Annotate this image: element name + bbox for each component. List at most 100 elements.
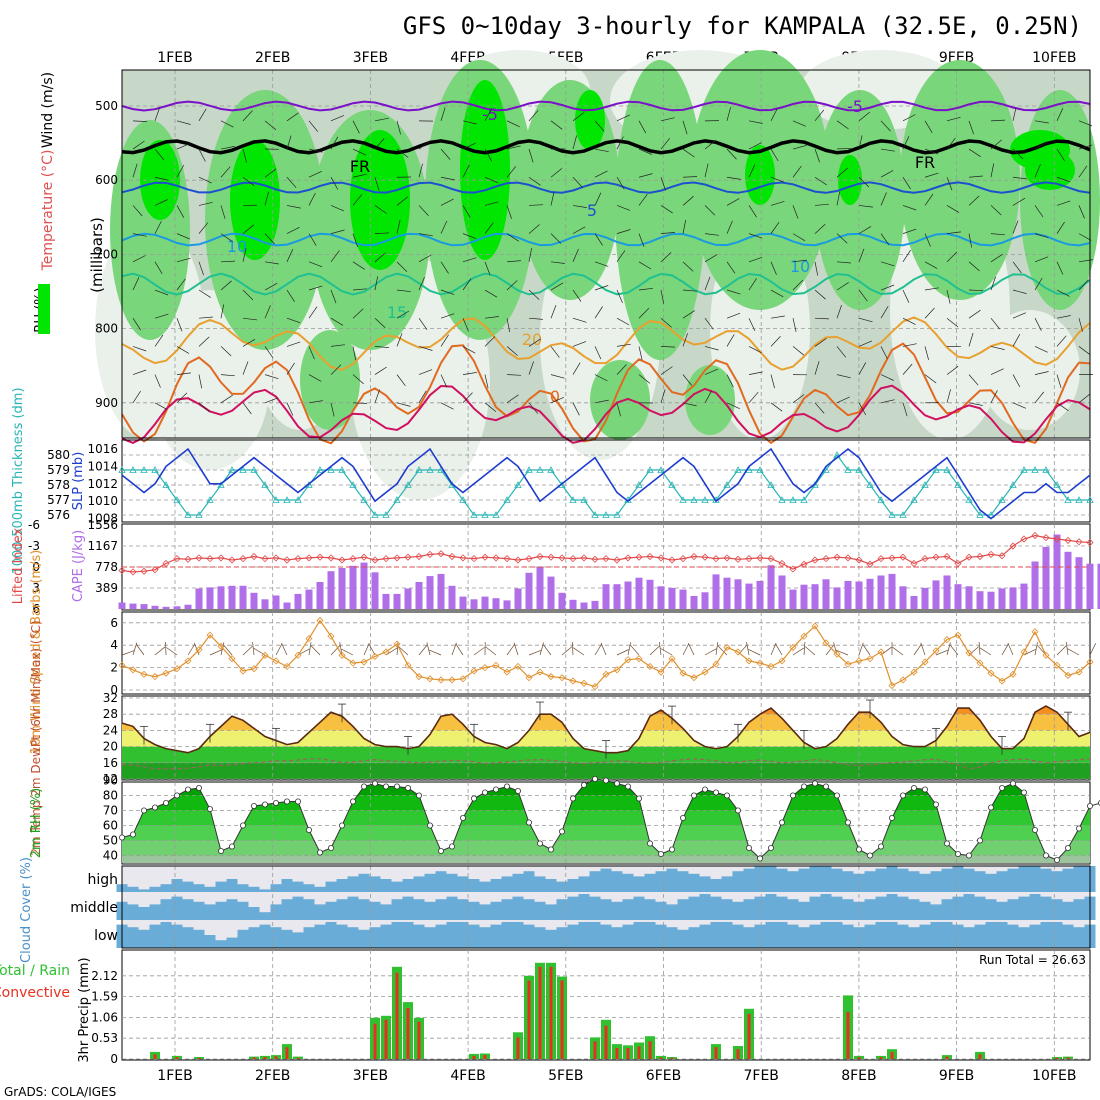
wind-barb <box>880 399 895 404</box>
wind-barb <box>748 164 756 178</box>
wind-barb <box>220 146 235 150</box>
cloud-bar <box>127 904 139 920</box>
cloud-bar <box>1073 866 1085 892</box>
cape-bar <box>976 591 984 609</box>
axis-tick-label: 80 <box>103 789 118 803</box>
wind-barb-10m <box>154 646 166 656</box>
wind-speed-marker <box>998 677 1006 685</box>
cape-bar <box>151 605 159 609</box>
cloud-bar <box>303 927 315 948</box>
rh-marker <box>702 786 709 793</box>
li-marker <box>954 559 962 568</box>
thickness-marker <box>151 466 159 473</box>
cloud-bar <box>259 912 271 920</box>
wind-speed-marker <box>602 670 610 678</box>
cloud-bar <box>1018 896 1030 920</box>
wind-speed-marker <box>965 649 973 657</box>
wind-barb <box>462 142 476 150</box>
precip-convective-bar <box>417 1021 421 1059</box>
rh-marker <box>503 783 510 790</box>
wind-barb <box>968 374 979 386</box>
wind-barb <box>924 148 939 155</box>
precip-convective-bar <box>615 1048 619 1059</box>
wind-barb <box>594 261 609 267</box>
cape-bar <box>954 584 962 609</box>
wind-speed-marker <box>184 657 192 665</box>
wind-barb <box>330 364 342 375</box>
wind-barb <box>1056 315 1071 319</box>
li-marker <box>437 550 445 558</box>
cloud-bar <box>490 924 502 948</box>
cloud-bar <box>941 899 953 920</box>
cloud-bar <box>138 929 150 948</box>
slp-tick: 1012 <box>87 477 118 491</box>
wind-barb <box>528 361 534 375</box>
axis-tick-label: 800 <box>95 322 118 336</box>
thickness-marker <box>866 481 874 488</box>
wind-barb <box>242 317 257 321</box>
wind-barb <box>418 276 425 291</box>
wind-barb <box>990 276 996 291</box>
thickness-marker <box>679 496 687 503</box>
thickness-marker <box>371 511 379 518</box>
wind-barb <box>1056 402 1069 412</box>
wind-barb <box>836 282 849 291</box>
wind-barb <box>1056 200 1071 206</box>
wind-barb <box>330 344 345 347</box>
thickness-marker <box>393 496 401 503</box>
rh-marker <box>834 792 841 799</box>
wind-barb <box>1012 197 1026 206</box>
wind-barb <box>990 390 998 403</box>
cloud-bar <box>468 879 480 892</box>
thickness-marker <box>976 511 984 518</box>
cloud-bar <box>226 899 238 920</box>
cloud-bar <box>193 884 205 892</box>
wind-barb <box>352 374 364 385</box>
wind-barb <box>1012 107 1017 121</box>
precip-convective-bar <box>263 1057 267 1059</box>
cape-bar <box>778 575 786 609</box>
wind-barb <box>836 346 847 358</box>
thickness-marker <box>591 511 599 518</box>
wind-speed-marker <box>228 655 236 663</box>
wind-barb-10m <box>862 644 871 656</box>
cloud-bar <box>336 879 348 892</box>
thickness-axis-title: 1000-500mb Thickness (dm) <box>11 387 26 574</box>
wind-barb <box>748 318 756 332</box>
wind-barb <box>682 333 688 347</box>
cloud-bar <box>1073 899 1085 920</box>
cloud-bar <box>270 927 282 948</box>
wind-barb <box>924 374 937 384</box>
wind-barb <box>132 318 141 331</box>
day-label-bottom: 4FEB <box>450 1068 485 1084</box>
rh-marker <box>382 783 389 790</box>
wind-barb <box>748 371 763 375</box>
thickness-marker <box>635 481 643 488</box>
wind-barb <box>396 333 403 347</box>
wind-barb <box>770 315 785 319</box>
rh-marker <box>360 783 367 790</box>
li-line <box>121 534 1091 573</box>
cloud-bar <box>1007 924 1019 948</box>
wind-barb <box>946 231 961 234</box>
wind-barb <box>990 253 1003 263</box>
cloud-bar <box>534 876 546 892</box>
wind-barb <box>242 402 252 415</box>
wind-barb <box>946 251 958 263</box>
cloud-bar <box>754 896 766 920</box>
isotherm-line <box>121 100 1091 112</box>
isotherm-label: -5 <box>847 97 863 116</box>
wind-barb-10m <box>687 643 695 656</box>
li-marker <box>910 559 918 568</box>
wind-barb <box>704 254 718 263</box>
wind-barb <box>814 176 827 186</box>
thickness-marker <box>734 466 742 473</box>
day-label-bottom: 6FEB <box>646 1068 681 1084</box>
li-marker <box>536 552 544 561</box>
cloud-bar <box>644 922 656 948</box>
wind-barb <box>418 254 432 263</box>
wind-barb <box>374 232 390 234</box>
precip-convective-bar <box>670 1057 674 1059</box>
wind-barb <box>220 166 231 178</box>
thickness-line <box>122 453 1090 516</box>
